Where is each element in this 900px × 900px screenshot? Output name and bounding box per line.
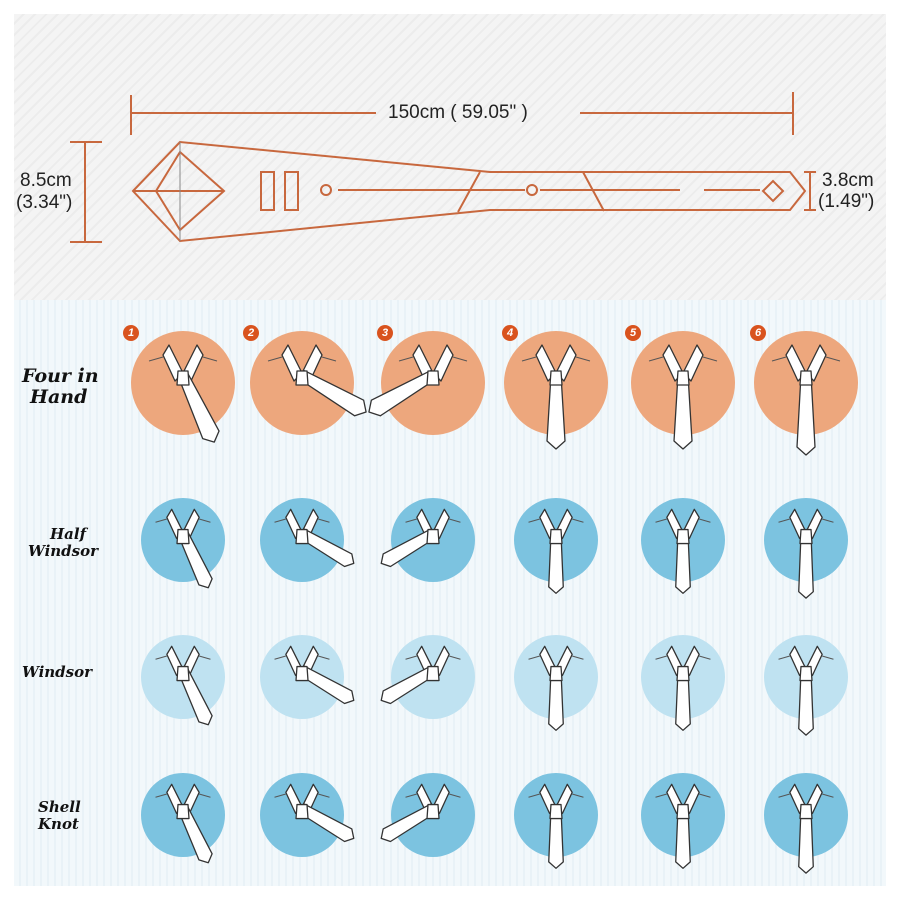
wide-width-in: (3.34") (16, 192, 73, 213)
label-line: Hand (30, 385, 88, 408)
wide-width-cm: 8.5cm (20, 170, 72, 191)
tie-step-illustration (764, 773, 848, 874)
tie-step-illustration (764, 498, 848, 599)
tie-step-illustration (764, 635, 848, 736)
tie-step-illustration (141, 773, 225, 864)
knot-label-half-windsor: Half Windsor (28, 526, 98, 559)
label-line: Knot (38, 814, 79, 833)
label-line: Four in (22, 365, 99, 387)
tie-step-illustration (380, 773, 475, 857)
tie-step-illustration (141, 498, 225, 589)
tie-step-illustration (260, 498, 355, 582)
tie-step-illustration (141, 635, 225, 726)
knot-label-four-in-hand: Four in Hand (22, 366, 99, 408)
tie-step-illustration (250, 331, 367, 435)
step-badge: 1 (123, 325, 139, 341)
narrow-width-cm: 3.8cm (822, 170, 874, 191)
length-label: 150cm ( 59.05" ) (388, 102, 528, 123)
tie-step-illustration (514, 773, 598, 869)
step-badge: 6 (750, 325, 766, 341)
step-badge: 2 (243, 325, 259, 341)
narrow-width-in: (1.49") (818, 191, 875, 212)
tie-step-illustration (368, 331, 485, 435)
knot-label-windsor: Windsor (22, 664, 92, 681)
label-line: Shell (38, 798, 81, 816)
tie-step-illustration (131, 331, 235, 443)
tie-step-illustration (504, 331, 608, 450)
tie-step-illustration (514, 498, 598, 594)
tie-step-illustration (260, 773, 355, 857)
tie-step-illustration (641, 498, 725, 594)
label-line: Half (50, 525, 87, 543)
step-badge: 3 (377, 325, 393, 341)
tie-step-illustration (641, 773, 725, 869)
tie-step-illustration (514, 635, 598, 731)
step-badge: 5 (625, 325, 641, 341)
tie-step-illustration (380, 635, 475, 719)
tie-step-illustration (641, 635, 725, 731)
tie-step-illustration (260, 635, 355, 719)
tie-step-illustration (631, 331, 735, 450)
label-line: Windsor (22, 663, 93, 681)
step-badge: 4 (502, 325, 518, 341)
tie-step-illustration (754, 331, 858, 456)
tie-step-illustration (380, 498, 475, 582)
label-line: Windsor (28, 541, 99, 560)
knot-label-shell-knot: Shell Knot (38, 799, 81, 832)
